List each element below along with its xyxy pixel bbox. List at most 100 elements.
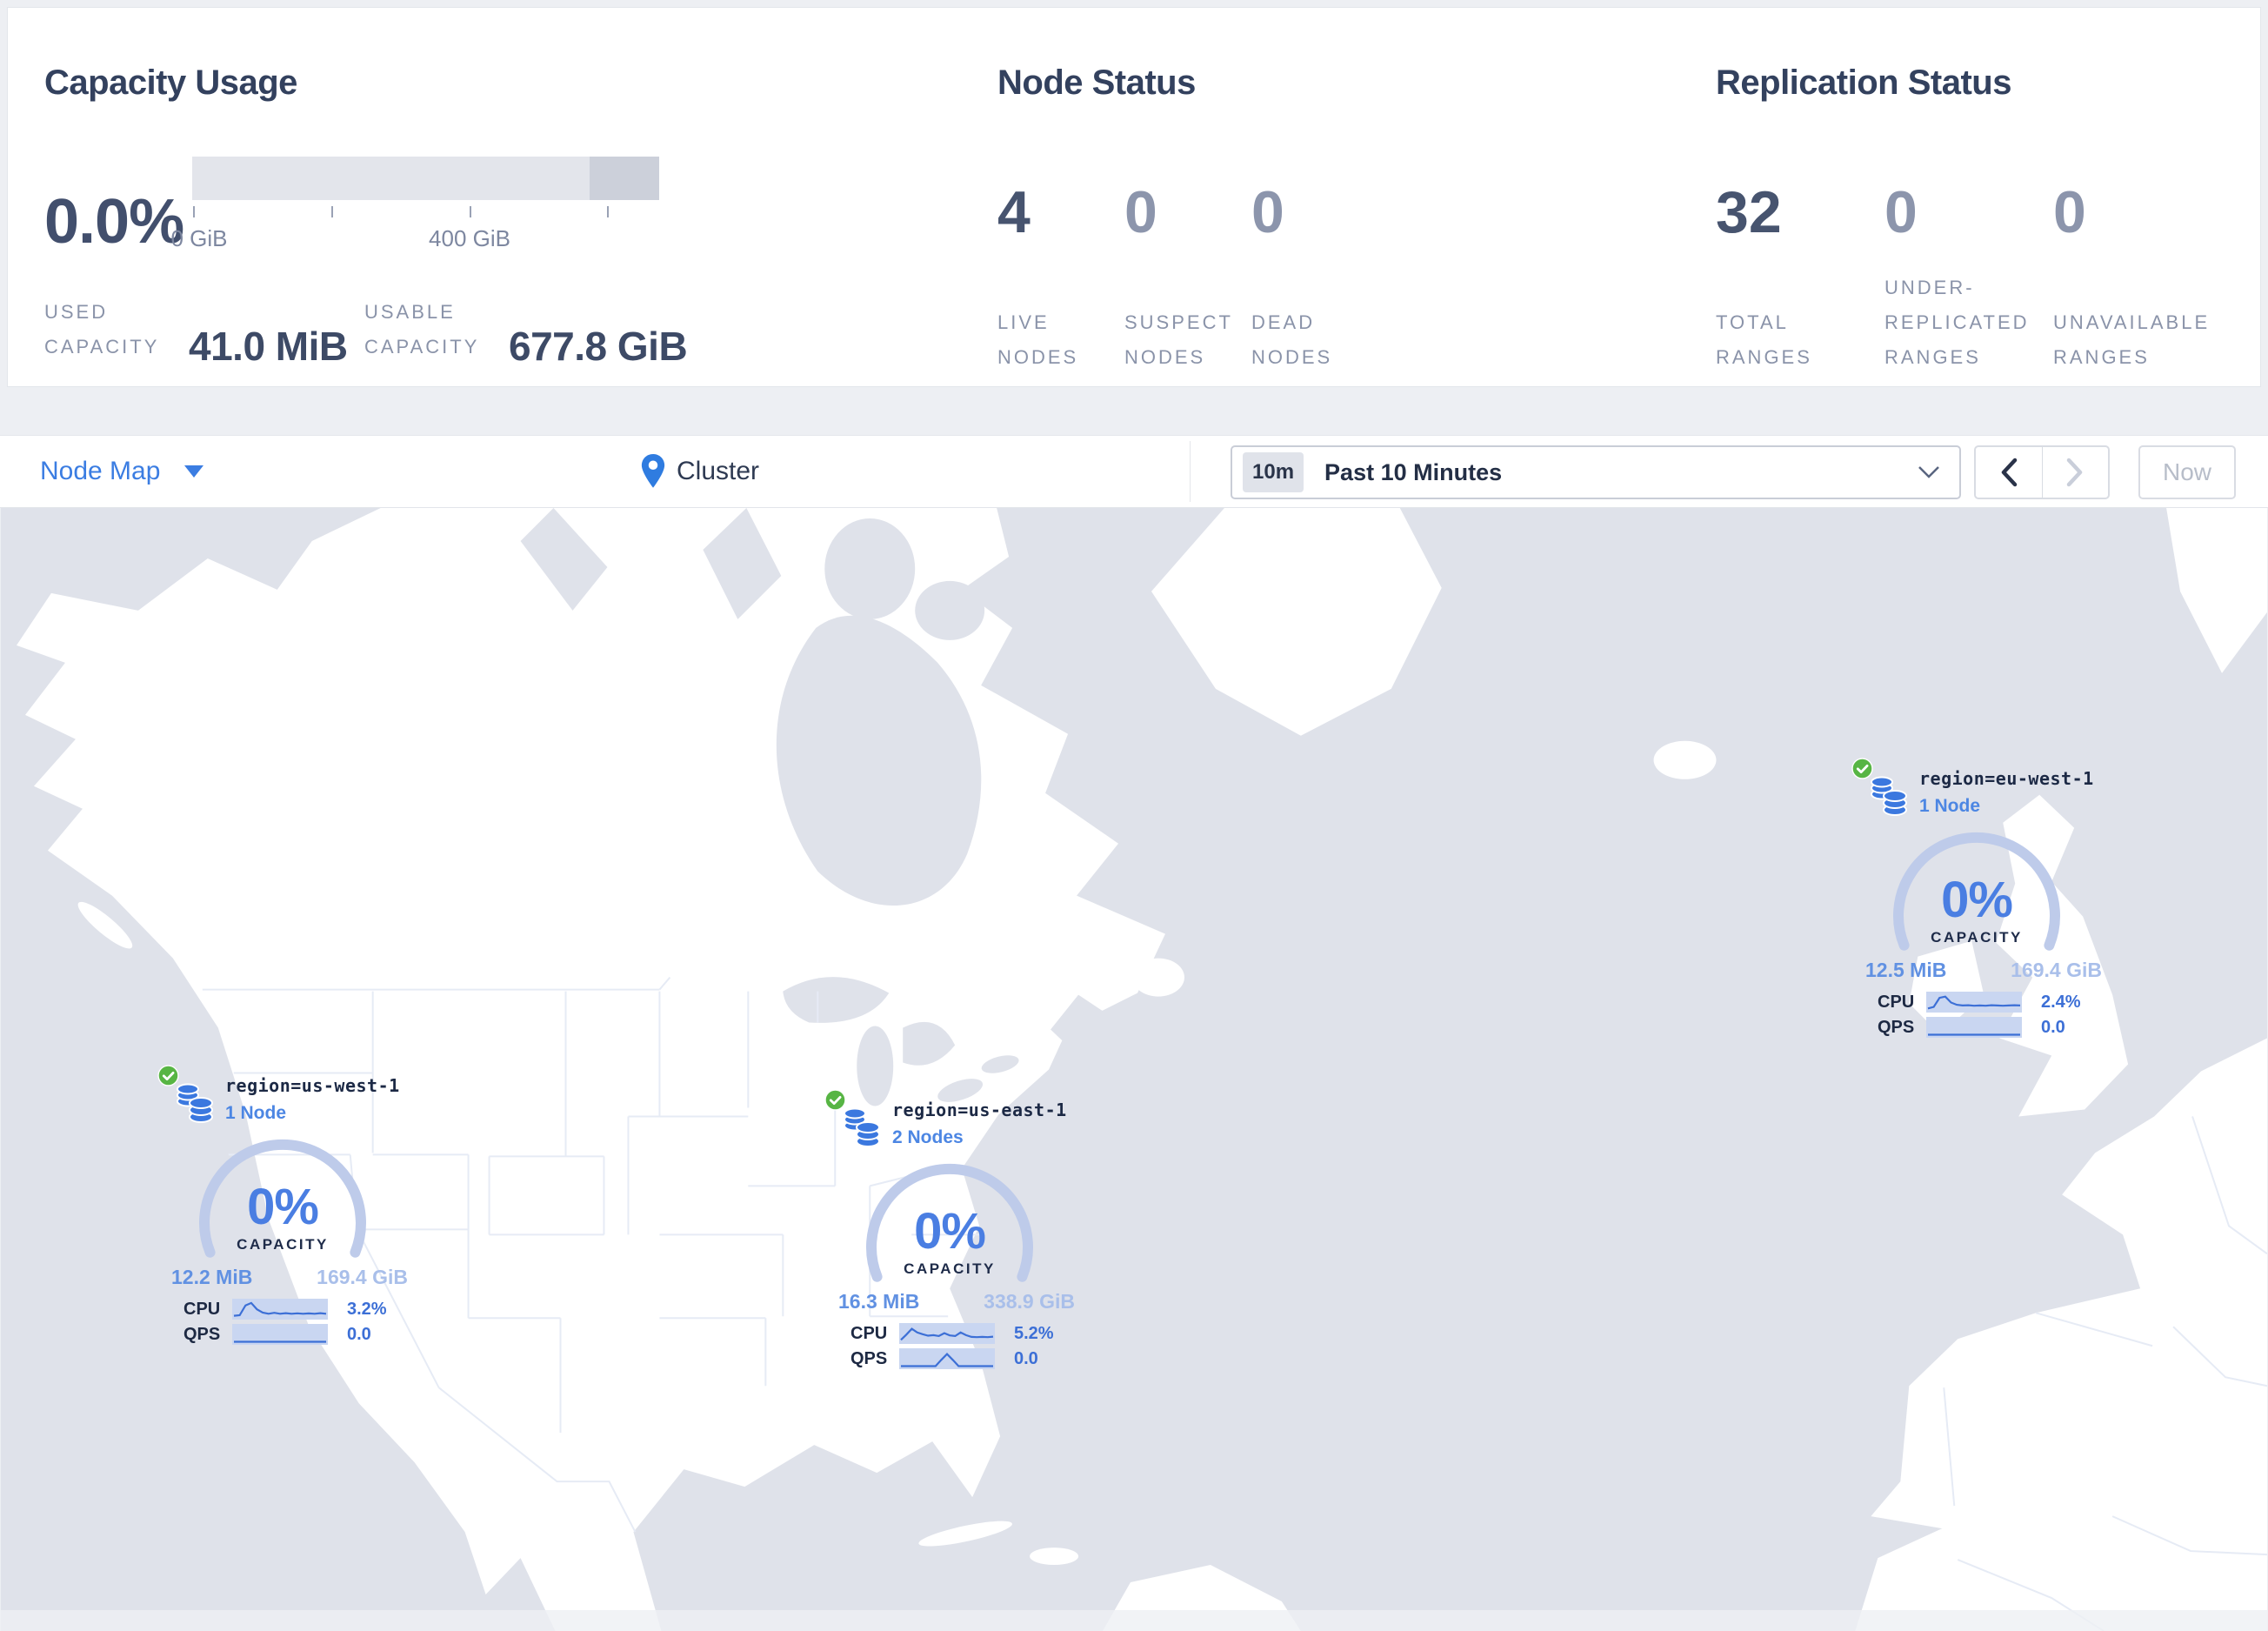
map-pin-icon	[641, 454, 665, 488]
region-label: region=us-east-1	[892, 1100, 1067, 1120]
hudson-bay	[776, 615, 982, 906]
dead-nodes-label: DEAD NODES	[1251, 311, 1333, 368]
lake-michigan	[857, 1026, 894, 1106]
gauge-capacity-word: CAPACITY	[1931, 929, 2023, 946]
axis-tick-label: 400 GiB	[429, 225, 510, 251]
time-range-label: Past 10 Minutes	[1324, 458, 1503, 485]
view-selector-label: Node Map	[40, 457, 161, 485]
gauge-values: 16.3 MiB 338.9 GiB	[838, 1290, 1075, 1313]
newfoundland	[1132, 958, 1184, 997]
axis-tick	[193, 206, 195, 217]
capacity-bar-axis: 0 GiB 400 GiB	[170, 206, 659, 251]
cuba	[918, 1521, 1012, 1547]
region-used-value: 12.5 MiB	[1865, 959, 1947, 981]
live-nodes-label: LIVE NODES	[997, 311, 1079, 368]
capacity-bar-reserved-segment	[589, 157, 659, 200]
chevron-left-icon	[2001, 458, 2017, 487]
caret-down-icon	[184, 465, 204, 478]
usable-capacity-label: USABLE CAPACITY	[364, 301, 480, 358]
region-used-value: 12.2 MiB	[171, 1266, 253, 1288]
breadcrumb[interactable]: Cluster	[640, 436, 759, 507]
now-button[interactable]: Now	[2138, 445, 2236, 499]
breadcrumb-label: Cluster	[677, 457, 760, 485]
qps-row: QPS 0.0	[183, 1324, 430, 1345]
gauge-capacity-word: CAPACITY	[904, 1260, 996, 1277]
used-capacity-value: 41.0 MiB	[189, 324, 348, 369]
cpu-sparkline	[232, 1299, 328, 1320]
cpu-label: CPU	[1878, 992, 1915, 1012]
suspect-nodes-value: 0	[1124, 179, 1157, 245]
database-stack-icon	[177, 1083, 213, 1123]
capacity-usage-percent: 0.0%	[44, 187, 184, 257]
region-marker-us-west-1[interactable]: region=us-west-1 1 Node 0% CAPACITY 12.2…	[135, 1059, 430, 1355]
region-metrics: CPU 2.4% QPS 0.0	[1878, 992, 2125, 1042]
used-capacity: USED CAPACITY 41.0 MiB	[44, 295, 348, 369]
hispaniola	[1030, 1547, 1079, 1566]
usable-capacity: USABLE CAPACITY 677.8 GiB	[364, 295, 688, 369]
qps-sparkline	[232, 1324, 328, 1345]
unavailable-ranges-label: UNAVAILABLE RANGES	[2053, 311, 2211, 368]
region-node-count: 1 Node	[1919, 796, 1981, 816]
node-status-title: Node Status	[997, 64, 1196, 102]
region-used-value: 16.3 MiB	[838, 1290, 920, 1313]
capacity-usage-bar	[192, 157, 659, 200]
total-ranges-label: TOTAL RANGES	[1716, 311, 1812, 368]
region-node-count: 2 Nodes	[892, 1127, 964, 1147]
region-marker-eu-west-1[interactable]: region=eu-west-1 1 Node 0% CAPACITY 12.5…	[1829, 752, 2125, 1048]
cpu-value: 2.4%	[2041, 992, 2081, 1012]
region-label: region=us-west-1	[225, 1075, 400, 1096]
time-range-dropdown[interactable]: 10m Past 10 Minutes	[1231, 445, 1961, 499]
region-metrics: CPU 5.2% QPS 0.0	[850, 1323, 1097, 1374]
axis-tick-label: 0 GiB	[170, 225, 228, 251]
region-label: region=eu-west-1	[1919, 768, 2094, 789]
great-britain	[1996, 794, 2129, 1117]
suspect-nodes-label: SUSPECT NODES	[1124, 311, 1233, 368]
region-marker-us-east-1[interactable]: region=us-east-1 2 Nodes 0% CAPACITY 16.…	[802, 1084, 1097, 1380]
qps-value: 0.0	[347, 1324, 371, 1344]
time-next-button[interactable]	[2043, 447, 2109, 498]
map-toolbar: Node Map Cluster 10m Past 10 Minutes Now	[0, 435, 2268, 508]
qps-sparkline	[1926, 1017, 2022, 1038]
axis-tick	[331, 206, 333, 217]
greenland	[1151, 508, 1442, 736]
qps-label: QPS	[850, 1348, 888, 1368]
node-status-labels: LIVE NODES SUSPECT NODES DEAD NODES	[997, 260, 1378, 375]
replication-status-title: Replication Status	[1716, 64, 2011, 102]
cpu-label: CPU	[850, 1323, 888, 1343]
database-stack-icon	[1871, 776, 1907, 816]
under-replicated-ranges-label: UNDER-REPLICATED RANGES	[1884, 277, 2030, 368]
scandinavia	[2166, 508, 2267, 673]
capacity-gauge-arc	[1893, 832, 2060, 951]
region-capacity-value: 169.4 GiB	[317, 1266, 408, 1288]
usable-capacity-value: 677.8 GiB	[509, 324, 688, 369]
map-bottom-strip	[0, 1610, 2268, 1631]
gauge-values: 12.2 MiB 169.4 GiB	[171, 1266, 408, 1289]
unavailable-ranges-value: 0	[2053, 179, 2086, 245]
toolbar-divider	[1190, 441, 1191, 502]
dead-nodes-value: 0	[1251, 179, 1284, 245]
vancouver-island	[77, 901, 133, 949]
cpu-row: CPU 2.4%	[1878, 992, 2125, 1013]
capacity-usage-title: Capacity Usage	[44, 64, 297, 102]
region-metrics: CPU 3.2% QPS 0.0	[183, 1299, 430, 1349]
qps-value: 0.0	[2041, 1017, 2065, 1037]
gauge-percent: 0%	[247, 1179, 319, 1235]
qps-sparkline	[899, 1348, 995, 1369]
qps-label: QPS	[183, 1324, 221, 1344]
chevron-down-icon	[1918, 466, 1939, 478]
lake-superior	[783, 977, 890, 1023]
used-capacity-label: USED CAPACITY	[44, 301, 160, 358]
lake-huron	[903, 1021, 956, 1066]
live-nodes-value: 4	[997, 179, 1031, 245]
axis-tick	[607, 206, 609, 217]
chevron-right-icon	[2067, 458, 2083, 487]
total-ranges-value: 32	[1716, 179, 1782, 245]
capacity-gauge-arc	[199, 1139, 366, 1258]
qps-label: QPS	[1878, 1017, 1915, 1037]
time-prev-button[interactable]	[1976, 447, 2043, 498]
region-capacity-value: 169.4 GiB	[2011, 959, 2102, 981]
view-selector-dropdown[interactable]: Node Map	[40, 436, 204, 507]
cpu-row: CPU 3.2%	[183, 1299, 430, 1320]
healthy-check-icon	[1851, 758, 1873, 779]
gauge-percent: 0%	[914, 1203, 986, 1260]
